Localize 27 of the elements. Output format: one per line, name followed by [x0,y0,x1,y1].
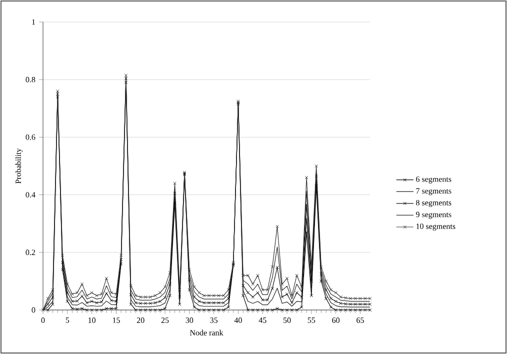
x-tick-label: 65 [356,318,364,323]
x-tick-label: 10 [88,318,96,323]
legend-label: 6 segments [416,176,452,184]
x-tick-label: 20 [136,318,144,323]
y-tick-label: 1 [32,19,35,25]
legend-label: 10 segments [416,224,456,231]
y-tick-label: 0 [32,307,36,313]
y-tick-label: 0.2 [26,250,36,256]
x-axis-title: Node rank [190,330,224,336]
x-tick-label: 5 [66,318,70,323]
y-tick-label: 0.6 [26,134,36,140]
x-tick-label: 55 [308,318,316,323]
y-tick-label: 0.8 [26,76,36,82]
x-tick-label: 30 [186,318,194,323]
x-tick-label: 0 [41,318,45,323]
legend-label: 8 segments [416,200,452,208]
x-tick-label: 40 [234,318,242,323]
x-tick-label: 45 [258,318,266,323]
y-axis-title: Probability [15,148,23,184]
x-tick-label: 15 [112,318,120,323]
legend-label: 9 segments [416,212,452,219]
x-tick-label: 25 [161,318,169,323]
x-tick-label: 60 [332,318,340,323]
y-tick-label: 0.4 [26,192,36,198]
x-tick-label: 50 [283,318,291,323]
x-tick-label: 35 [210,318,218,323]
legend-label: 7 segments [416,188,452,196]
